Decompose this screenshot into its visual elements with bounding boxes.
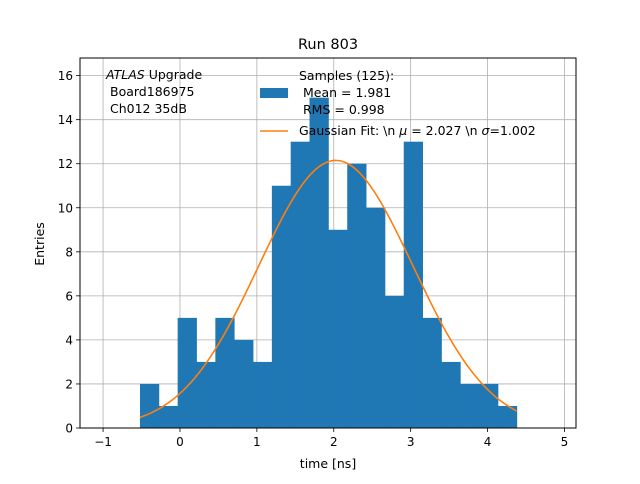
histogram-bar xyxy=(309,97,329,429)
y-tick-label: 6 xyxy=(65,289,73,303)
y-axis-ticks: 0 2 4 6 8 10 12 14 16 xyxy=(58,69,80,436)
y-tick-label: 2 xyxy=(65,377,73,391)
legend-fit-label-b: = 2.027 \n xyxy=(407,123,481,138)
legend-samples-line1: Samples (125): xyxy=(299,68,394,83)
legend-fit-sigma: σ xyxy=(482,123,491,138)
gaussian-fit-curve xyxy=(139,159,518,419)
y-tick-label: 8 xyxy=(65,245,73,259)
histogram-bar xyxy=(158,405,179,428)
legend: Samples (125): Mean = 1.981 RMS = 0.998 … xyxy=(260,68,536,138)
atlas-italic-label: ATLAS xyxy=(105,67,145,82)
y-tick-label: 12 xyxy=(58,157,73,171)
atlas-annotation: ATLAS Upgrade Board186975 Ch012 35dB xyxy=(105,67,202,116)
y-tick-label: 16 xyxy=(58,69,73,83)
svg-text:Gaussian Fit: \n μ = 2.027 \n: Gaussian Fit: \n μ = 2.027 \n σ=1.002 xyxy=(299,123,536,138)
x-tick-label: 0 xyxy=(176,435,184,449)
legend-swatch-samples xyxy=(260,88,288,98)
histogram-bar xyxy=(290,141,310,428)
histogram-bar xyxy=(271,185,292,428)
x-tick-label: 4 xyxy=(484,435,492,449)
plot-frame xyxy=(79,57,577,429)
histogram-bar xyxy=(422,317,442,428)
histogram-bar xyxy=(384,295,405,428)
histogram-bar xyxy=(403,141,423,428)
histogram-bar xyxy=(253,361,273,428)
x-tick-label: 5 xyxy=(561,435,569,449)
legend-fit-label-a: Gaussian Fit: \n xyxy=(299,123,399,138)
svg-text:ATLAS Upgrade: ATLAS Upgrade xyxy=(105,67,202,82)
histogram-bar xyxy=(460,383,480,428)
histogram-bar xyxy=(497,405,518,428)
histogram-bar xyxy=(177,317,197,428)
y-tick-label: 10 xyxy=(58,201,73,215)
channel-label: Ch012 35dB xyxy=(110,101,187,116)
histogram-bar xyxy=(366,207,386,428)
histogram-bar xyxy=(441,361,461,428)
y-tick-label: 4 xyxy=(65,333,73,347)
histogram-bar xyxy=(215,317,235,428)
histogram-bar xyxy=(196,361,216,428)
board-label: Board186975 xyxy=(110,84,194,99)
x-tick-label: 2 xyxy=(330,435,338,449)
legend-samples-line3: RMS = 0.998 xyxy=(303,102,385,117)
y-tick-label: 14 xyxy=(58,113,73,127)
x-tick-label: −1 xyxy=(94,435,112,449)
histogram-bar xyxy=(234,339,254,428)
histogram-bar xyxy=(328,229,348,428)
x-tick-label: 1 xyxy=(253,435,261,449)
atlas-upgrade-label: Upgrade xyxy=(145,67,203,82)
x-axis-label: time [ns] xyxy=(300,456,356,471)
histogram-bar xyxy=(139,383,160,428)
histogram-bar xyxy=(347,163,367,428)
chart-title: Run 803 xyxy=(298,37,358,53)
x-tick-label: 3 xyxy=(407,435,415,449)
y-axis-label: Entries xyxy=(32,222,47,266)
histogram-bars xyxy=(139,97,518,429)
legend-samples-line2: Mean = 1.981 xyxy=(303,85,391,100)
legend-fit-mu: μ xyxy=(398,123,407,138)
legend-fit-label-c: =1.002 xyxy=(489,123,535,138)
x-axis-ticks: −1 0 1 2 3 4 5 xyxy=(94,428,568,449)
fit-line xyxy=(139,159,518,419)
y-tick-label: 0 xyxy=(65,422,73,436)
